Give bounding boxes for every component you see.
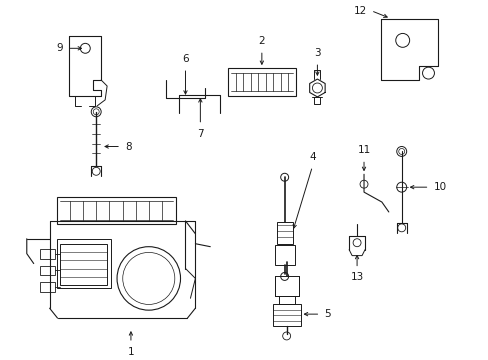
Text: 5: 5 xyxy=(324,309,330,319)
Text: 11: 11 xyxy=(357,145,370,156)
Text: 3: 3 xyxy=(313,48,320,58)
Text: 8: 8 xyxy=(125,141,131,152)
Bar xyxy=(40,266,55,275)
Text: 12: 12 xyxy=(353,6,366,15)
Text: 4: 4 xyxy=(308,152,315,162)
Bar xyxy=(228,68,295,96)
Text: 10: 10 xyxy=(432,182,446,192)
Bar xyxy=(40,249,55,258)
Text: 2: 2 xyxy=(258,36,264,46)
Text: 7: 7 xyxy=(197,129,203,139)
Bar xyxy=(40,282,55,292)
Bar xyxy=(57,197,175,224)
Text: 6: 6 xyxy=(182,54,188,64)
Bar xyxy=(272,304,300,326)
Bar xyxy=(274,276,298,296)
Text: 13: 13 xyxy=(350,273,363,283)
Text: 9: 9 xyxy=(57,43,63,53)
Bar xyxy=(57,239,111,288)
Bar xyxy=(274,245,294,265)
Text: 1: 1 xyxy=(127,347,134,357)
Bar xyxy=(276,222,292,244)
Bar xyxy=(60,244,107,285)
